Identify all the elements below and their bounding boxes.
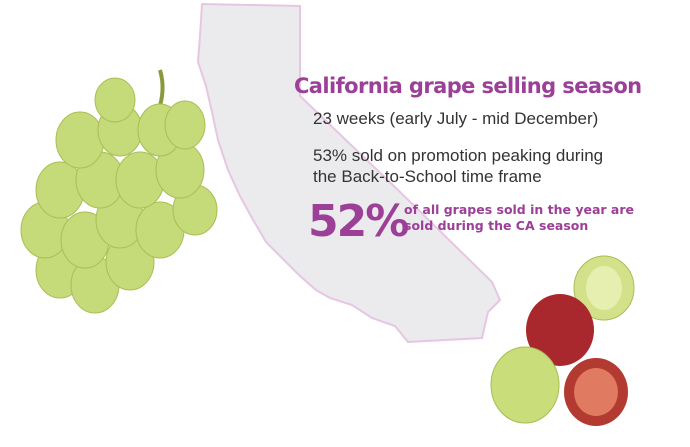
- page-title: California grape selling season: [294, 74, 642, 98]
- highlight-text: of all grapes sold in the year are sold …: [404, 202, 634, 234]
- fact-promotion-cont: the Back-to-School time frame: [313, 167, 542, 186]
- fact-promotion: 53% sold on promotion peaking during: [313, 146, 604, 165]
- fact-season-length: 23 weeks (early July - mid December): [313, 109, 599, 128]
- highlight-line-2: sold during the CA season: [404, 218, 589, 233]
- green-grape-cluster-icon: [20, 69, 218, 314]
- highlight-line-1: of all grapes sold in the year are: [404, 202, 635, 217]
- grape-halves-icon: [490, 255, 635, 426]
- california-map-icon: [196, 2, 502, 344]
- highlight-value: 52%: [308, 196, 409, 247]
